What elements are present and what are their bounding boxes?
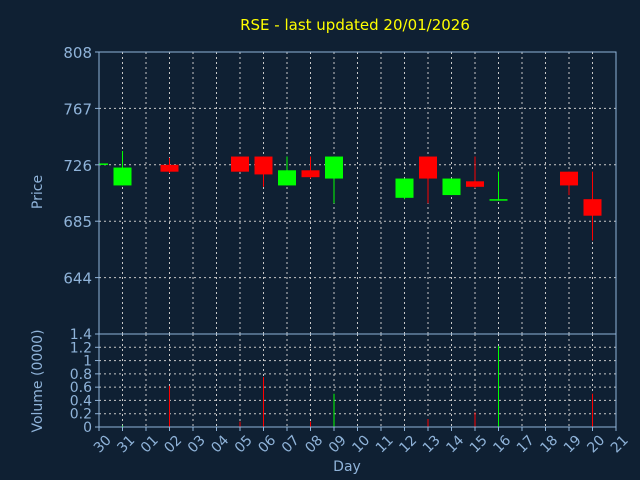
volume-bars — [122, 345, 593, 427]
candle-body — [466, 181, 484, 187]
day-axis: 30 31 01 02 03 04 05 06 07 08 09 10 11 12 13 14 15 16 17 18… — [91, 427, 632, 456]
price-candles — [98, 151, 602, 241]
candle-body — [160, 164, 179, 172]
day-tick-label: 02 — [161, 432, 185, 456]
candle-body — [231, 156, 249, 172]
volume-tick-label: 0 — [83, 420, 92, 436]
day-tick-label: 01 — [138, 432, 162, 456]
volume-grid — [99, 333, 616, 427]
price-tick-label: 685 — [63, 213, 92, 231]
day-tick-label: 09 — [326, 432, 350, 456]
volume-tick-label: 0.6 — [70, 380, 92, 396]
volume-tick-label: 0.4 — [70, 393, 92, 409]
volume-tick-label: 1 — [83, 354, 92, 370]
day-tick-label: 21 — [608, 432, 632, 456]
price-tick-label: 726 — [63, 157, 92, 175]
day-tick-label: 07 — [279, 432, 303, 456]
day-tick-label: 05 — [232, 432, 256, 456]
price-tick-label: 767 — [63, 100, 92, 118]
volume-axis: 1.41.210.80.60.40.20 — [70, 327, 99, 436]
candle-body — [489, 199, 508, 201]
candle-body — [301, 170, 320, 178]
price-axis: 808 767 726 685 644 — [63, 44, 99, 288]
day-tick-label: 08 — [302, 432, 326, 456]
day-tick-label: 19 — [561, 432, 585, 456]
day-tick-label: 06 — [255, 432, 279, 456]
candle-body — [442, 178, 461, 196]
price-tick-label: 644 — [63, 270, 92, 288]
day-tick-label: 30 — [91, 432, 115, 456]
day-tick-label: 20 — [584, 432, 608, 456]
candle-body — [419, 156, 437, 179]
volume-tick-label: 0.8 — [70, 367, 92, 383]
volume-tick-label: 1.4 — [70, 327, 92, 343]
day-tick-label: 15 — [467, 432, 491, 456]
day-tick-label: 31 — [114, 432, 138, 456]
day-axis-label: Day — [333, 459, 361, 475]
day-tick-label: 13 — [420, 432, 444, 456]
day-tick-label: 18 — [537, 432, 561, 456]
day-tick-label: 16 — [490, 432, 514, 456]
price-tick-label: 808 — [63, 44, 92, 62]
price-grid — [99, 51, 616, 334]
day-tick-label: 12 — [396, 432, 420, 456]
candle-body — [113, 167, 132, 186]
volume-tick-label: 0.2 — [70, 407, 92, 423]
candle-body — [560, 171, 578, 186]
day-tick-label: 17 — [514, 432, 538, 456]
candle-body — [583, 199, 602, 216]
candle-body — [395, 178, 414, 198]
candle-body — [278, 170, 296, 186]
price-axis-label: Price — [30, 175, 46, 209]
candle-body — [325, 156, 343, 179]
candle-body — [254, 156, 273, 175]
day-tick-label: 10 — [349, 432, 373, 456]
day-tick-label: 14 — [443, 432, 467, 456]
chart-title: RSE - last updated 20/01/2026 — [240, 16, 470, 34]
candle-body — [99, 163, 108, 165]
day-tick-label: 03 — [185, 432, 209, 456]
day-tick-label: 04 — [208, 432, 232, 456]
volume-tick-label: 1.2 — [70, 340, 92, 356]
volume-axis-label: Volume (0000) — [30, 329, 46, 432]
day-tick-label: 11 — [373, 432, 397, 456]
